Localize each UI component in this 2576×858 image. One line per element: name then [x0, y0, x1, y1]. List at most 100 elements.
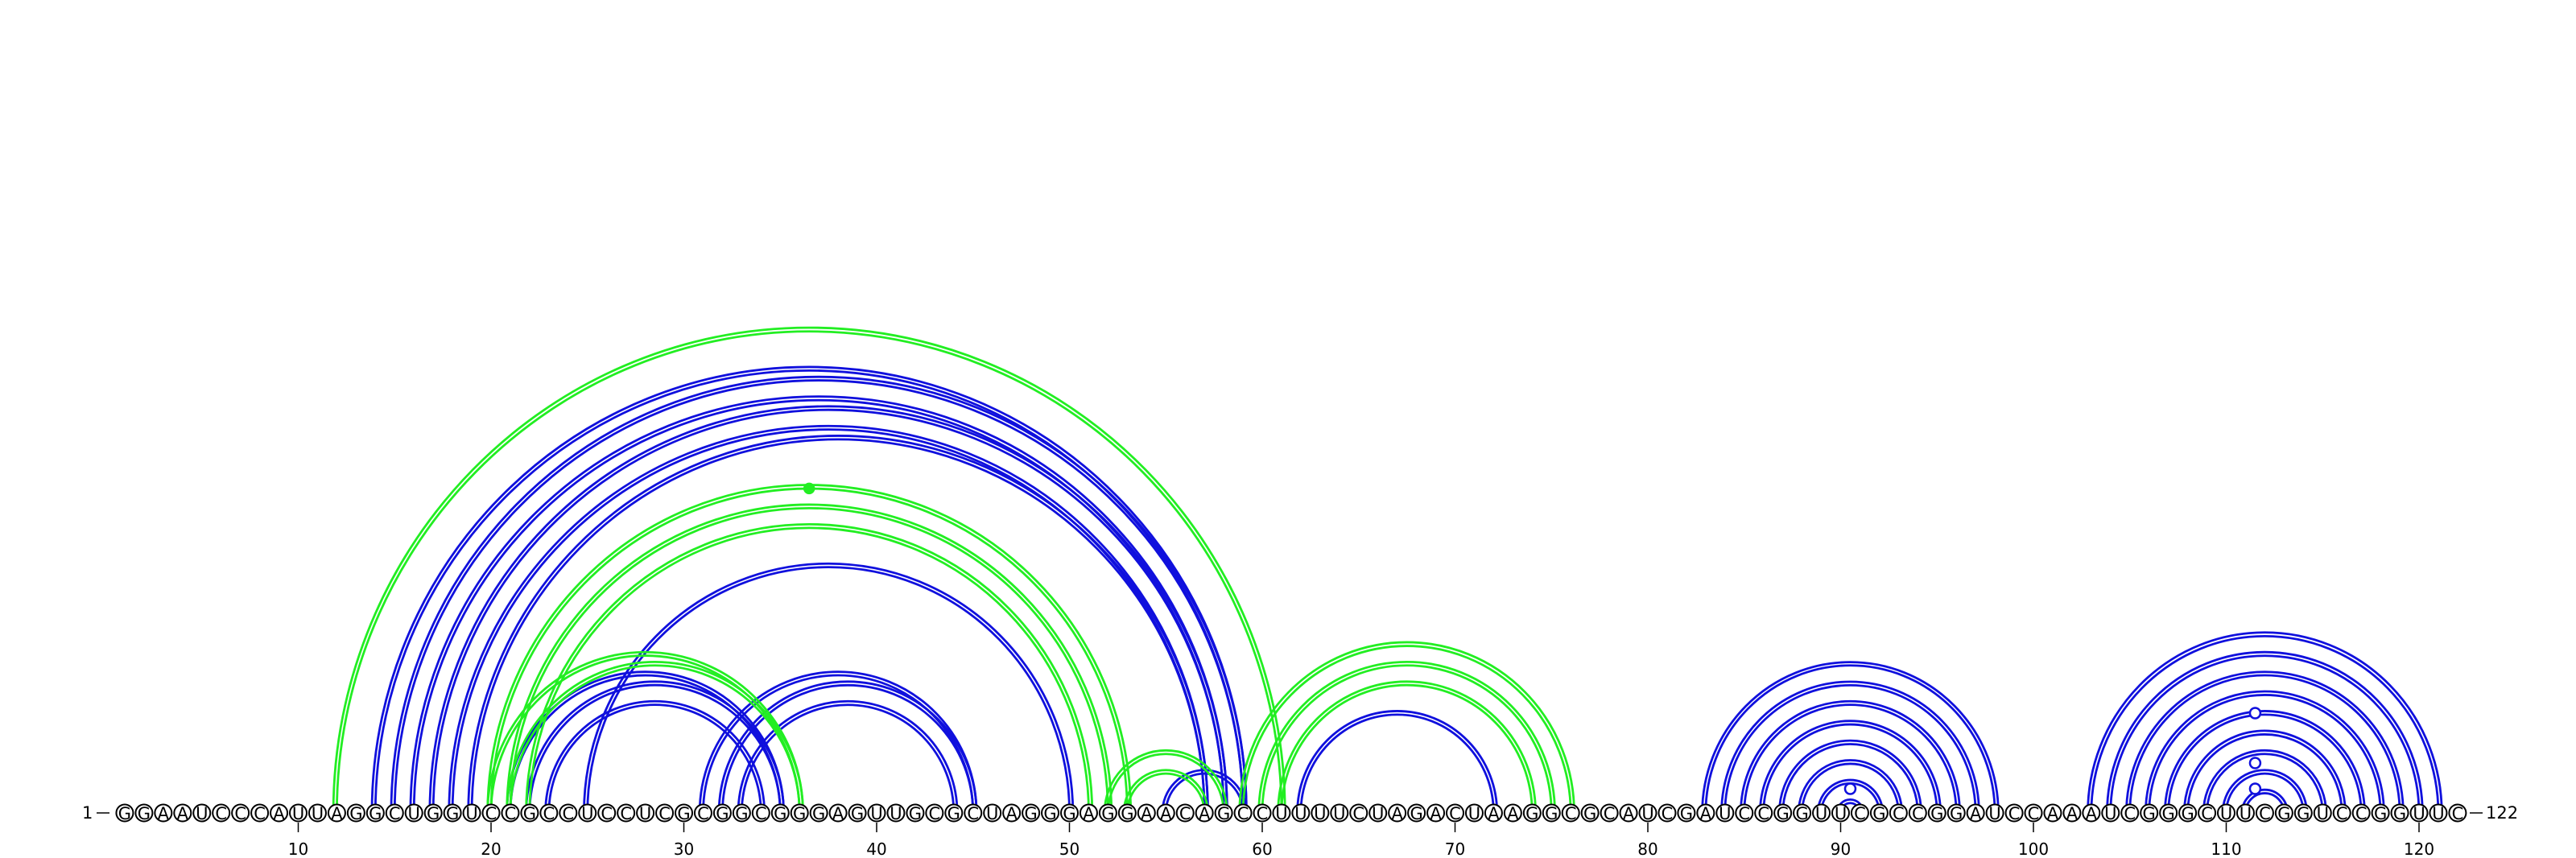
tick-label-100: 100: [2018, 839, 2049, 858]
nucleotide-23: [539, 803, 559, 823]
nucleotide-25: [578, 803, 597, 823]
nucleotide-letter-80: U: [1641, 804, 1653, 823]
nucleotide-67: [1388, 803, 1407, 823]
nucleotide-letter-84: U: [1719, 804, 1731, 823]
nucleotide-letter-71: U: [1468, 804, 1480, 823]
arc-15-59: [393, 379, 1245, 814]
nucleotide-letter-66: U: [1372, 804, 1384, 823]
nucleotide-112: [2255, 803, 2274, 823]
nucleotide-letter-17: G: [427, 804, 440, 823]
nucleotide-letter-53: G: [1121, 804, 1133, 823]
nucleotide-120: [2409, 803, 2429, 823]
nucleotide-51: [1079, 803, 1098, 823]
nucleotide-letter-49: G: [1043, 804, 1056, 823]
nucleotide-92: [1869, 803, 1889, 823]
nucleotide-letter-89: U: [1815, 804, 1827, 823]
nucleotide-122: [2448, 803, 2467, 823]
nucleotide-107: [2159, 803, 2178, 823]
nucleotide-114: [2293, 803, 2313, 823]
nucleotide-letter-43: C: [929, 804, 941, 823]
nucleotide-letter-68: G: [1410, 804, 1422, 823]
nucleotide-79: [1619, 803, 1638, 823]
nucleotide-letter-90: U: [1835, 804, 1847, 823]
nucleotide-55: [1156, 803, 1175, 823]
nucleotide-letter-83: A: [1700, 804, 1712, 823]
arc-32-45-outer: [717, 680, 978, 814]
arc-108-116-outer: [2182, 729, 2347, 814]
position-axis: 10 20 30 40 50 60 70 80 90 100 110 120: [288, 823, 2434, 858]
nucleotide-letter-16: U: [408, 804, 420, 823]
nucleotide-42: [906, 803, 925, 823]
nucleotide-59: [1233, 803, 1253, 823]
nucleotide-19: [462, 803, 481, 823]
nucleotide-letter-13: G: [349, 804, 362, 823]
arc-33-44-outer: [737, 700, 959, 814]
nucleotide-33: [732, 803, 751, 823]
nucleotide-letter-67: A: [1391, 804, 1403, 823]
nucleotide-102: [2062, 803, 2082, 823]
nucleotide-letter-91: C: [1854, 804, 1866, 823]
nucleotide-letter-116: C: [2336, 804, 2348, 823]
nucleotide-72: [1484, 803, 1503, 823]
nucleotide-letter-72: A: [1488, 804, 1500, 823]
nucleotide-105: [2120, 803, 2140, 823]
nucleotide-letter-109: C: [2201, 804, 2213, 823]
nucleotide-95: [1927, 803, 1946, 823]
arc-53-57-outer: [1122, 769, 1209, 814]
nucleotide-letter-11: U: [312, 804, 324, 823]
nucleotide-81: [1657, 803, 1677, 823]
arc-19-57-outer: [467, 435, 1209, 814]
nucleotide-letter-9: A: [273, 804, 285, 823]
tick-label-70: 70: [1445, 839, 1465, 858]
arc-84-97: [1724, 683, 1977, 814]
arc-88-93-outer: [1797, 759, 1904, 814]
nucleotide-letter-32: G: [716, 804, 729, 823]
nucleotide-27: [617, 803, 636, 823]
arc-17-58-outer: [428, 406, 1228, 814]
arc-marker-filled: [803, 482, 815, 495]
sequence-backbone: 1 122: [82, 803, 2518, 823]
nucleotide-111: [2235, 803, 2255, 823]
nucleotide-letter-30: G: [677, 804, 690, 823]
nucleotide-64: [1330, 803, 1349, 823]
arc-85-96-outer: [1740, 700, 1961, 814]
nucleotide-letter-54: A: [1141, 804, 1153, 823]
nucleotide-61: [1272, 803, 1291, 823]
nucleotide-100: [2024, 803, 2043, 823]
nucleotide-56: [1175, 803, 1195, 823]
nucleotide-8: [250, 803, 270, 823]
nucleotide-letter-88: G: [1795, 804, 1808, 823]
arc-62-72-outer: [1296, 710, 1499, 814]
nucleotide-letter-73: A: [1507, 804, 1519, 823]
nucleotide-letter-1: G: [118, 804, 131, 823]
arc-59-76: [1241, 645, 1572, 814]
nucleotide-91: [1850, 803, 1869, 823]
nucleotide-113: [2274, 803, 2293, 823]
arc-104-120-outer: [2106, 651, 2424, 814]
nucleotide-letter-69: A: [1430, 804, 1442, 823]
nucleotide-60: [1253, 803, 1272, 823]
nucleotide-6: [212, 803, 231, 823]
arc-87-94-outer: [1777, 740, 1923, 814]
arc-23-34-outer: [544, 699, 766, 814]
nucleotide-115: [2313, 803, 2332, 823]
arc-107-117-outer: [2163, 710, 2366, 814]
arc-21-52: [509, 506, 1109, 814]
nucleotide-letter-44: G: [947, 804, 960, 823]
nucleotide-65: [1349, 803, 1368, 823]
nucleotide-121: [2429, 803, 2448, 823]
nucleotide-letter-50: G: [1063, 804, 1075, 823]
arc-31-45: [702, 674, 975, 814]
nucleotide-letter-105: C: [2124, 804, 2136, 823]
nucleotide-98: [1985, 803, 2004, 823]
nucleotide-68: [1407, 803, 1426, 823]
arc-105-119: [2128, 674, 2401, 814]
arc-25-50: [586, 566, 1071, 814]
nucleotide-101: [2043, 803, 2062, 823]
nucleotide-letter-37: G: [812, 804, 825, 823]
nucleotide-3: [154, 803, 173, 823]
arc-33-44: [740, 703, 956, 814]
nucleotide-letter-79: A: [1623, 804, 1635, 823]
arc-109-115: [2206, 753, 2324, 814]
